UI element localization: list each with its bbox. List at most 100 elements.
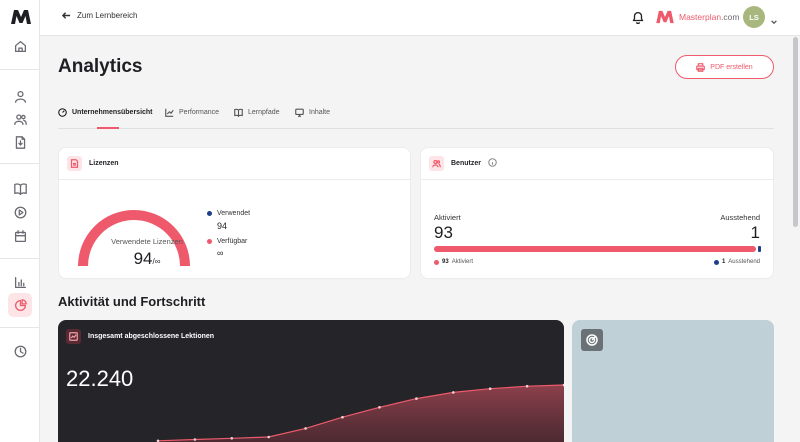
printer-icon (696, 62, 706, 72)
data-point[interactable] (156, 439, 160, 442)
brand-suffix: .com (721, 12, 740, 22)
play-circle-icon[interactable] (11, 203, 29, 221)
legend-dot (207, 211, 212, 216)
licenses-gauge (78, 210, 190, 267)
lessons-total-value: 22.240 (66, 366, 134, 391)
licenses-card-header: Lizenzen (59, 148, 410, 180)
legend-pending-num: 1 (721, 259, 726, 265)
scrollbar[interactable] (793, 37, 798, 227)
legend-activated-num: 93 (442, 259, 449, 265)
calendar-icon[interactable] (11, 227, 29, 245)
gauge-icon (58, 107, 67, 117)
tab-label: Performance (179, 108, 220, 116)
legend-label: Verwendet (217, 210, 251, 217)
tab-label: Inhalte (309, 108, 331, 116)
lessons-area-chart (156, 383, 564, 442)
history-icon[interactable] (11, 342, 29, 360)
page-title: Analytics (58, 56, 143, 77)
book-icon (234, 108, 243, 117)
data-point[interactable] (267, 435, 270, 439)
tab-performance[interactable]: Performance (165, 105, 219, 119)
chart-line-icon (165, 108, 174, 117)
info-icon[interactable] (488, 158, 497, 169)
presentation-icon (295, 108, 304, 117)
lessons-card-title: Insgesamt abgeschlossene Lektionen (88, 333, 215, 340)
users-icon[interactable] (11, 110, 29, 128)
data-point[interactable] (230, 437, 234, 440)
data-point[interactable] (415, 397, 418, 400)
goal-card (572, 320, 774, 442)
gauge-value: 94/∞ (97, 249, 197, 269)
pie-chart-icon[interactable] (8, 293, 32, 317)
data-point[interactable] (488, 387, 492, 390)
users-card: Benutzer Aktiviert 93 Ausstehend 1 93 Ak… (420, 147, 774, 279)
brand[interactable]: Masterplan.com (655, 10, 739, 24)
legend-label: Verfügbar (217, 238, 248, 245)
tab-unternehmensuebersicht[interactable]: Unternehmensübersicht (58, 105, 153, 119)
licenses-card: Lizenzen Verwendete Lizenzen 94/∞ Verwen… (58, 147, 411, 279)
licenses-card-title: Lizenzen (89, 160, 119, 167)
masterplan-logo-icon[interactable] (10, 9, 32, 25)
bar-chart-icon[interactable] (11, 273, 29, 291)
section-title: Aktivität und Fortschritt (58, 294, 206, 309)
sidebar-divider (0, 258, 40, 259)
top-bar: Zum Lernbereich Masterplan.com LS (40, 0, 800, 36)
tab-bar: Unternehmensübersicht Performance Lernpf… (58, 100, 774, 129)
legend-value: ∞ (217, 248, 224, 258)
data-point[interactable] (304, 427, 307, 430)
active-tab-indicator (97, 127, 119, 129)
pending-bar-fill (758, 246, 761, 252)
arrow-left-icon (62, 12, 71, 19)
pdf-create-button[interactable]: PDF erstellen (675, 55, 774, 79)
data-point[interactable] (525, 384, 529, 388)
data-point[interactable] (193, 438, 197, 441)
legend-dot (713, 259, 719, 265)
users-icon (429, 156, 444, 171)
used-licenses-value: 94 (133, 249, 153, 268)
users-card-header: Benutzer (421, 148, 773, 180)
area-fill (158, 385, 564, 442)
pending-label: Ausstehend (720, 213, 760, 222)
masterplan-brand-logo-icon (656, 10, 674, 24)
legend-dot (434, 259, 439, 265)
tab-label: Lernpfade (248, 108, 280, 116)
legend-value: 94 (217, 221, 228, 231)
sidebar (0, 0, 40, 442)
tab-inhalte[interactable]: Inhalte (295, 105, 330, 119)
data-point[interactable] (341, 415, 344, 419)
legend-pending-text: Ausstehend (728, 259, 760, 265)
legend-activated-text: Aktiviert (451, 259, 474, 265)
user-icon[interactable] (11, 87, 29, 105)
legend-pending: 1 Ausstehend (713, 259, 760, 265)
pdf-create-button-label: PDF erstellen (710, 63, 753, 71)
total-licenses-symbol: /∞ (152, 257, 161, 266)
brand-name: Masterplan (679, 12, 722, 22)
sidebar-divider (0, 163, 40, 164)
book-open-icon[interactable] (11, 179, 29, 197)
sidebar-divider (0, 327, 40, 328)
legend-dot (207, 239, 212, 244)
activated-bar-fill (434, 246, 756, 252)
back-link-label: Zum Lernbereich (77, 11, 138, 20)
tab-lernpfade[interactable]: Lernpfade (234, 105, 280, 119)
avatar[interactable]: LS (743, 6, 765, 28)
activated-label: Aktiviert (434, 213, 461, 222)
users-progress-bar (434, 246, 761, 252)
data-point[interactable] (452, 391, 455, 394)
legend-used: Verwendet (207, 210, 250, 217)
data-point[interactable] (562, 383, 564, 387)
lessons-card: Insgesamt abgeschlossene Lektionen 22.24… (58, 320, 564, 442)
legend-activated: 93 Aktiviert (434, 259, 473, 265)
activated-value: 93 (434, 223, 453, 242)
data-point[interactable] (378, 406, 381, 409)
bell-icon[interactable] (631, 10, 645, 25)
document-icon[interactable] (11, 133, 29, 151)
users-card-title: Benutzer (451, 160, 481, 167)
series-line (157, 384, 564, 442)
back-link[interactable]: Zum Lernbereich (62, 11, 137, 20)
target-icon (581, 329, 603, 351)
legend-available: Verfügbar (207, 238, 247, 245)
home-icon[interactable] (11, 37, 29, 55)
chevron-down-icon[interactable] (770, 13, 778, 25)
sidebar-divider (0, 69, 40, 70)
